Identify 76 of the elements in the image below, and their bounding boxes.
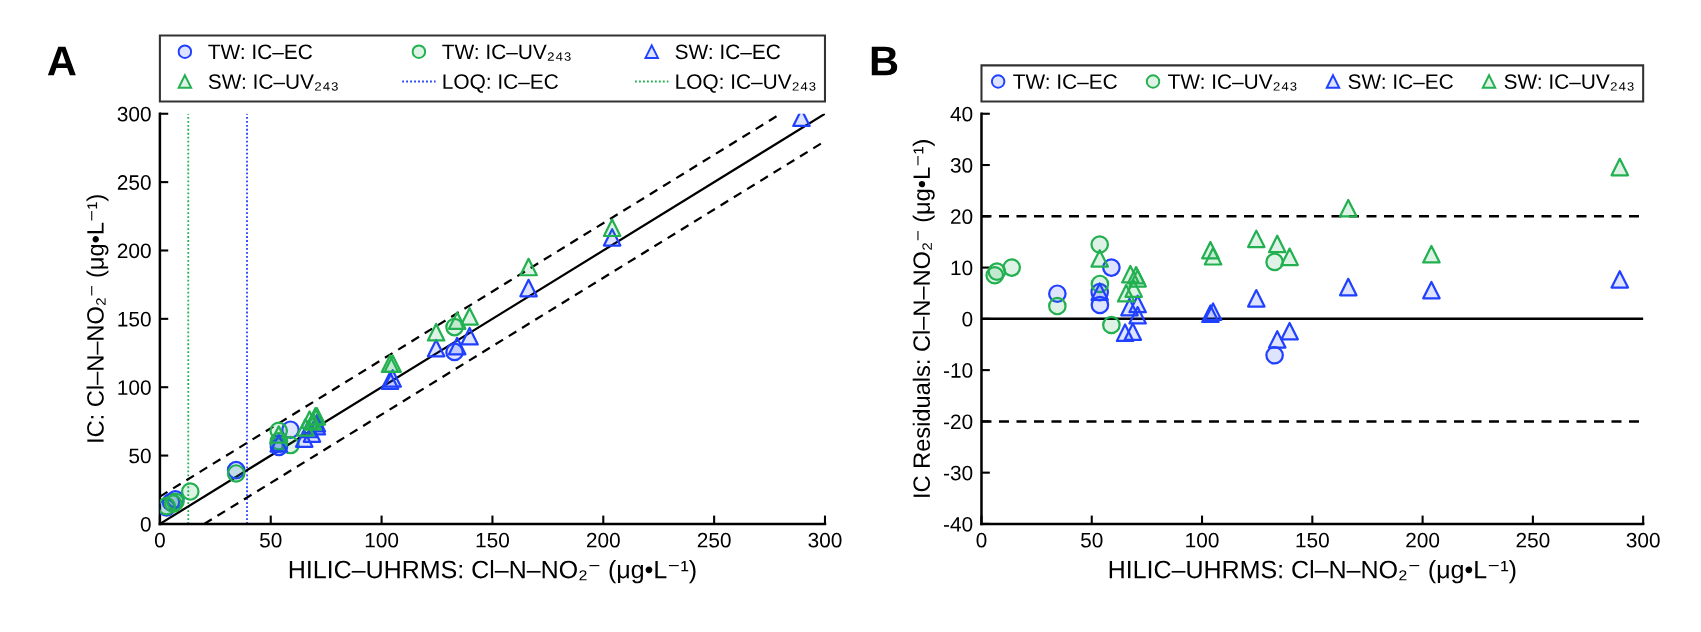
point bbox=[447, 336, 467, 356]
point bbox=[1610, 270, 1630, 289]
point bbox=[1338, 198, 1358, 218]
x-tick-label: 300 bbox=[808, 532, 842, 548]
point bbox=[519, 257, 538, 277]
y-tick-label: 10 bbox=[951, 260, 973, 276]
point bbox=[1090, 249, 1110, 268]
point bbox=[1123, 322, 1143, 341]
point bbox=[602, 218, 622, 238]
legend-label: TW: IC–UV₂₄₃ bbox=[1168, 74, 1297, 91]
x-tick-label: 0 bbox=[154, 532, 165, 548]
legend-label: TW: IC–UV₂₄₃ bbox=[442, 44, 571, 61]
x-tick-label: 200 bbox=[1406, 532, 1440, 548]
y-tick-label: 0 bbox=[962, 311, 973, 327]
x-tick-label: 100 bbox=[1186, 532, 1219, 548]
point bbox=[1246, 229, 1266, 249]
point bbox=[1246, 289, 1266, 308]
point bbox=[1002, 258, 1022, 277]
point bbox=[1338, 277, 1358, 297]
point bbox=[460, 326, 479, 346]
y-tick-label: -20 bbox=[943, 414, 973, 430]
y-tick-label: 100 bbox=[118, 380, 151, 395]
point bbox=[460, 307, 479, 326]
x-tick-label: 150 bbox=[1296, 532, 1329, 548]
y-tick-label: 200 bbox=[117, 243, 151, 259]
point bbox=[1267, 330, 1287, 349]
point bbox=[1203, 246, 1223, 266]
y-tick-label: -40 bbox=[943, 516, 973, 532]
y-axis-title: IC Residuals: Cl–N–NO₂⁻ (μg•L⁻¹) bbox=[912, 140, 935, 497]
y-tick-label: 50 bbox=[129, 448, 151, 464]
point bbox=[1280, 247, 1299, 267]
point bbox=[1265, 252, 1284, 272]
legend-label: SW: IC–EC bbox=[675, 44, 780, 60]
text: A bbox=[47, 46, 76, 76]
point bbox=[1102, 315, 1121, 335]
point bbox=[1610, 157, 1630, 177]
y-tick-label: -10 bbox=[943, 363, 973, 378]
x-tick-label: 0 bbox=[976, 532, 987, 548]
x-tick-label: 50 bbox=[259, 532, 282, 548]
y-tick-label: 150 bbox=[118, 311, 151, 327]
x-tick-label: 50 bbox=[1081, 532, 1103, 548]
x-tick-label: 250 bbox=[1516, 532, 1550, 548]
legend-label: LOQ: IC–EC bbox=[443, 74, 558, 93]
text: B bbox=[871, 46, 898, 76]
point bbox=[180, 482, 200, 501]
y-tick-label: 300 bbox=[117, 106, 151, 122]
x-tick-label: 100 bbox=[365, 532, 399, 548]
y-axis-title: IC: Cl–N–NO₂⁻ (μg•L⁻¹) bbox=[86, 195, 109, 442]
x-tick-label: 300 bbox=[1626, 532, 1660, 548]
y-tick-label: 0 bbox=[140, 516, 151, 532]
legend-label: TW: IC–EC bbox=[1013, 74, 1117, 89]
point bbox=[1280, 321, 1299, 341]
legend-label: SW: IC–UV₂₄₃ bbox=[208, 74, 338, 91]
x-tick-label: 150 bbox=[476, 532, 510, 548]
x-axis-title: HILIC–UHRMS: Cl–N–NO₂⁻ (μg•L⁻¹) bbox=[289, 560, 696, 584]
legend-label: SW: IC–UV₂₄₃ bbox=[1504, 74, 1634, 91]
y-tick-label: 250 bbox=[117, 175, 151, 190]
y-tick-label: -30 bbox=[943, 465, 973, 481]
point bbox=[1422, 280, 1441, 300]
x-tick-label: 250 bbox=[697, 532, 731, 548]
point bbox=[1090, 235, 1110, 254]
legend-label: LOQ: IC–UV₂₄₃ bbox=[676, 74, 816, 93]
legend-label: SW: IC–EC bbox=[1348, 74, 1453, 89]
point bbox=[447, 311, 467, 330]
x-tick-label: 200 bbox=[586, 532, 620, 548]
point bbox=[1048, 296, 1067, 316]
point bbox=[1267, 234, 1287, 254]
y-tick-label: 30 bbox=[950, 158, 973, 173]
point bbox=[1422, 244, 1441, 264]
y-tick-label: 20 bbox=[951, 209, 973, 225]
x-axis-title: HILIC–UHRMS: Cl–N–NO₂⁻ (μg•L⁻¹) bbox=[1109, 560, 1516, 584]
point bbox=[1128, 305, 1147, 325]
point bbox=[426, 322, 446, 342]
point bbox=[519, 278, 538, 298]
y-tick-label: 40 bbox=[950, 106, 973, 122]
legend-label: TW: IC–EC bbox=[208, 44, 312, 60]
